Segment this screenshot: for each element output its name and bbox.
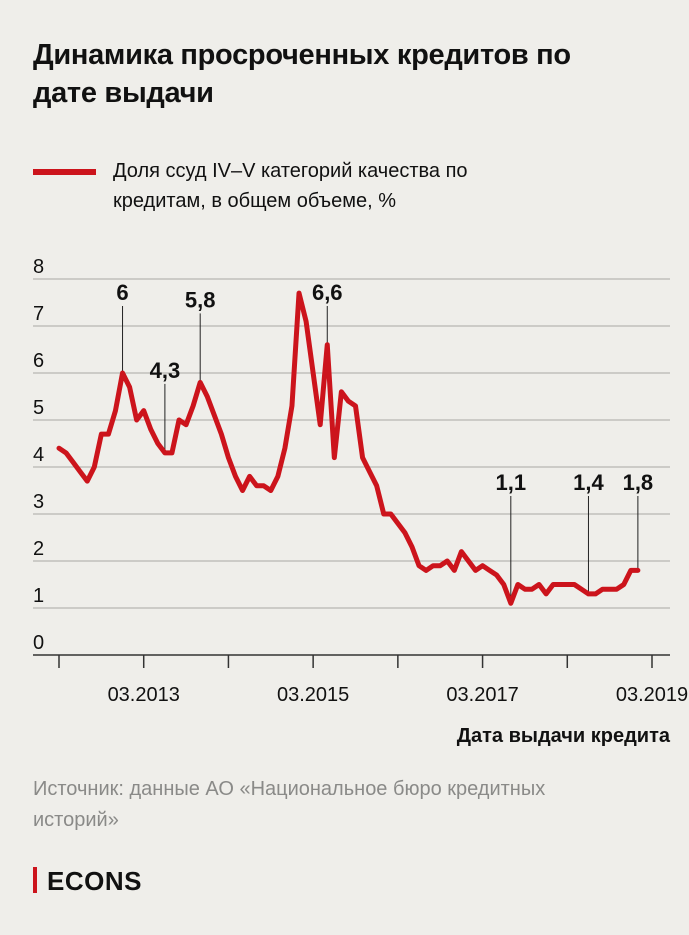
legend-label: Доля ссуд IV–V категорий качества по кре… <box>113 160 468 212</box>
line-series <box>56 290 641 606</box>
y-tick-label: 8 <box>33 256 44 278</box>
value-label: 1,8 <box>623 470 654 495</box>
x-axis-title: Дата выдачи кредита <box>457 725 671 747</box>
x-tick-label: 03.2019 <box>616 684 688 706</box>
value-label: 6 <box>116 280 128 305</box>
source-note: Источник: данные АО «Национальное бюро к… <box>33 778 546 831</box>
value-label: 5,8 <box>185 287 216 312</box>
x-tick-label: 03.2017 <box>446 684 518 706</box>
legend-swatch <box>33 169 96 175</box>
brand-bar <box>33 867 37 893</box>
x-tick-label: 03.2015 <box>277 684 349 706</box>
x-tick-label: 03.2013 <box>108 684 180 706</box>
value-label: 6,6 <box>312 280 343 305</box>
y-tick-label: 7 <box>33 303 44 325</box>
y-tick-label: 0 <box>33 632 44 654</box>
legend: Доля ссуд IV–V категорий качества по кре… <box>33 156 593 216</box>
chart: Дата выдачи кредита 0 1 2 3 4 5 6 7 8 03.2013 03.2… <box>33 256 688 747</box>
brand-logo: ECONS <box>33 866 142 897</box>
brand-name: ECONS <box>47 866 142 896</box>
y-tick-label: 5 <box>33 397 44 419</box>
y-tick-label: 4 <box>33 444 44 466</box>
y-tick-label: 2 <box>33 538 44 560</box>
y-tick-label: 1 <box>33 585 44 607</box>
chart-title: Динамика просроченных кредитов по дате в… <box>33 39 571 109</box>
value-label: 4,3 <box>150 358 181 383</box>
y-tick-label: 3 <box>33 491 44 513</box>
value-label: 1,1 <box>496 470 527 495</box>
value-label: 1,4 <box>573 470 604 495</box>
y-tick-label: 6 <box>33 350 44 372</box>
